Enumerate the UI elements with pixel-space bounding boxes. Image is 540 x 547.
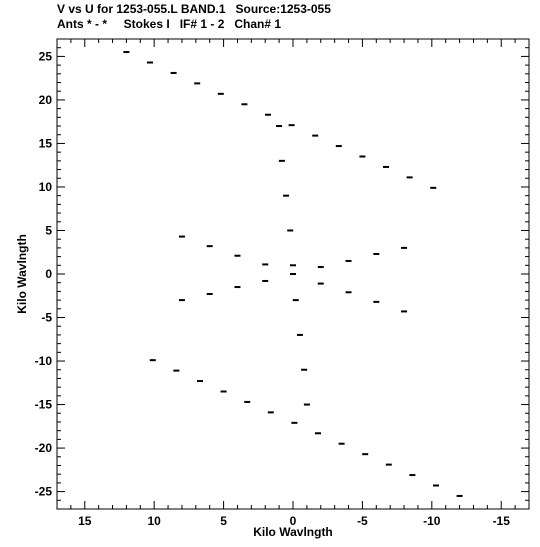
y-tick-label: 10 xyxy=(39,180,53,194)
axis-ticks: 15 10 5 0 -5 -10 -15 25 20 15 10 5 0 -5 -10 -15 -20 -25 xyxy=(35,39,529,528)
y-tick-label: -10 xyxy=(35,354,53,368)
x-tick-label: 5 xyxy=(220,514,227,528)
x-tick-label: -15 xyxy=(493,514,511,528)
x-axis-label: Kilo Wavlngth xyxy=(253,525,333,539)
x-tick-label: 0 xyxy=(290,514,297,528)
data-points xyxy=(123,51,463,497)
chart-subtitle: Ants * - * Stokes I IF# 1 - 2 Chan# 1 xyxy=(57,17,282,31)
y-axis-label: Kilo Wavlngth xyxy=(15,234,29,314)
y-tick-label: 0 xyxy=(45,267,52,281)
y-tick-label: -25 xyxy=(35,485,53,499)
y-tick-label: 15 xyxy=(39,136,53,150)
y-tick-label: 20 xyxy=(39,93,53,107)
x-tick-label: 10 xyxy=(147,514,161,528)
y-tick-label: -5 xyxy=(41,311,52,325)
y-tick-label: -15 xyxy=(35,398,53,412)
chart-title: V vs U for 1253-055.L BAND.1 Source:1253… xyxy=(57,2,331,16)
y-tick-label: 5 xyxy=(45,223,52,237)
x-tick-label: -10 xyxy=(423,514,441,528)
x-tick-label: -5 xyxy=(357,514,368,528)
y-tick-label: -20 xyxy=(35,441,53,455)
x-tick-label: 15 xyxy=(78,514,92,528)
y-tick-label: 25 xyxy=(39,49,53,63)
